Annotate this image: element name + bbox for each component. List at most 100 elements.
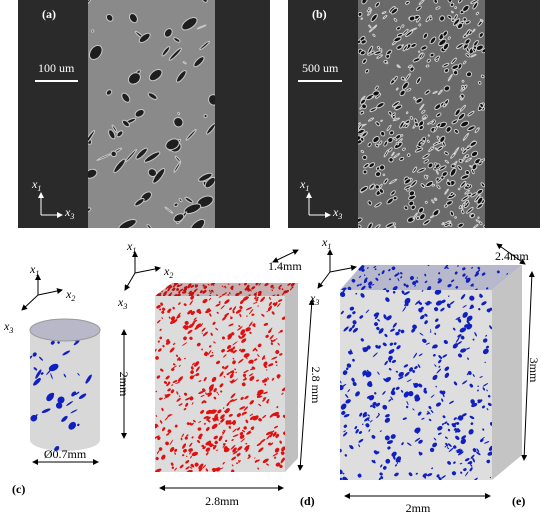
pore: [189, 451, 192, 455]
pore: [462, 4, 470, 13]
pore: [172, 287, 176, 291]
pore: [430, 146, 434, 150]
pore: [362, 347, 366, 350]
pore: [222, 443, 226, 448]
pore: [274, 447, 280, 453]
pore: [212, 417, 216, 422]
pore: [281, 392, 284, 395]
pore: [390, 328, 395, 332]
pore: [246, 315, 248, 317]
pore: [373, 312, 380, 317]
pore: [183, 357, 186, 360]
pore: [457, 334, 462, 338]
pore: [198, 172, 213, 182]
pore: [280, 451, 285, 455]
pore: [168, 284, 171, 287]
pore: [476, 188, 484, 195]
pore: [395, 370, 399, 373]
pore: [386, 440, 394, 445]
pore: [189, 218, 206, 228]
pore: [200, 409, 205, 414]
pore: [408, 200, 415, 207]
pore: [147, 92, 158, 100]
pore: [438, 38, 447, 47]
pore: [375, 171, 382, 178]
pores: [155, 296, 285, 472]
pore: [195, 366, 200, 372]
pore: [196, 294, 200, 296]
pore: [176, 288, 179, 291]
pore: [270, 284, 274, 288]
pore: [402, 44, 409, 52]
pore: [382, 466, 387, 470]
pore: [177, 376, 184, 382]
pore: [376, 102, 385, 109]
pore: [385, 222, 395, 228]
pore: [377, 371, 380, 375]
pore: [396, 462, 399, 465]
pore: [444, 366, 450, 372]
pore: [216, 360, 221, 365]
pore: [211, 409, 217, 414]
pore: [367, 222, 373, 228]
pore: [422, 32, 429, 39]
pore: [418, 23, 422, 27]
pore: [461, 79, 465, 83]
pore: [459, 104, 467, 112]
pore: [275, 433, 280, 439]
pore: [358, 275, 362, 278]
pore: [249, 413, 254, 417]
pore: [408, 472, 413, 477]
pore: [200, 394, 205, 398]
pore: [256, 379, 259, 382]
pore: [438, 272, 441, 275]
pore: [161, 46, 171, 57]
pore: [397, 376, 404, 380]
pore: [472, 1, 479, 10]
pores: [88, 0, 215, 228]
pore: [389, 130, 395, 136]
pore: [428, 418, 432, 422]
pore: [402, 306, 407, 312]
pore: [291, 286, 294, 289]
pore: [434, 324, 441, 329]
pore: [185, 129, 197, 141]
pore: [465, 157, 473, 163]
pore: [248, 294, 251, 296]
pore: [248, 359, 254, 364]
pore: [455, 337, 460, 343]
pore: [196, 24, 207, 30]
pore: [169, 439, 174, 446]
pore: [229, 307, 232, 311]
pore: [263, 397, 267, 400]
pore: [173, 213, 185, 223]
pore: [218, 296, 224, 298]
pore: [194, 284, 197, 287]
pore: [392, 117, 401, 122]
pore: [249, 376, 255, 381]
pore: [110, 150, 117, 158]
pore: [172, 380, 178, 383]
pore: [205, 392, 207, 395]
pore: [216, 311, 219, 314]
pore: [388, 268, 391, 272]
pore: [195, 373, 200, 377]
pore: [88, 207, 92, 213]
pore: [370, 13, 378, 22]
pore: [191, 402, 194, 405]
pore: [91, 29, 95, 33]
pore: [264, 283, 269, 287]
pore: [423, 159, 429, 164]
pore: [352, 311, 356, 315]
pore: [226, 348, 233, 353]
pore: [244, 376, 247, 379]
pore: [464, 324, 469, 328]
pore: [249, 289, 252, 292]
pore: [472, 374, 475, 377]
pore: [245, 442, 248, 445]
axis-label: x3: [332, 205, 342, 221]
pore: [178, 358, 182, 361]
pore: [384, 333, 388, 338]
pore: [352, 327, 358, 333]
pore: [489, 476, 492, 479]
